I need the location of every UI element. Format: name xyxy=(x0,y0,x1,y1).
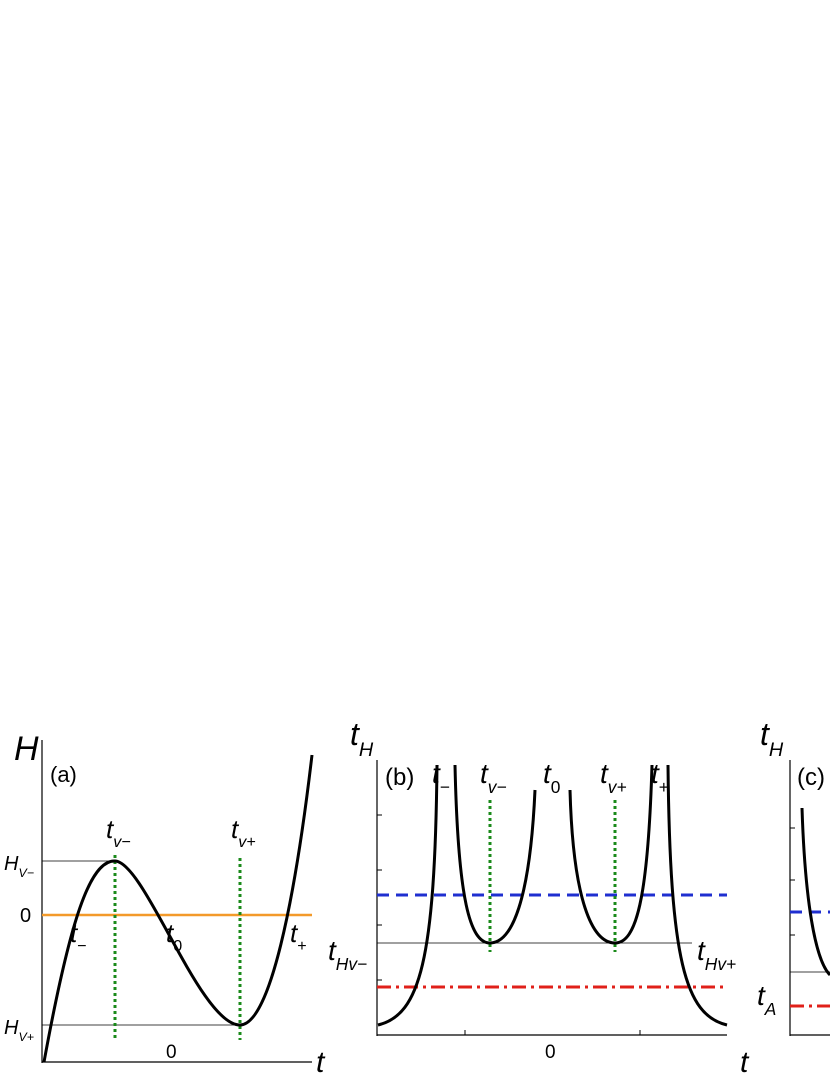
label-sub: H xyxy=(769,739,784,761)
label-sub: V− xyxy=(18,866,34,880)
label-base: t xyxy=(231,814,240,844)
y-axis-label: tH xyxy=(350,716,374,761)
label-base: t xyxy=(350,716,360,752)
label-base: t xyxy=(697,935,706,966)
point-label: tHv− xyxy=(328,935,367,974)
label-base: t xyxy=(651,758,660,789)
label-base: t xyxy=(328,935,337,966)
y-axis-label: H xyxy=(14,730,39,768)
label-sub: v+ xyxy=(238,833,255,851)
label-base: t xyxy=(290,918,299,948)
label-base: t xyxy=(757,980,766,1011)
label-sub: v+ xyxy=(608,777,627,797)
point-label: tHv+ xyxy=(697,935,736,974)
x-tick-label: 0 xyxy=(166,1042,177,1063)
point-label: t− xyxy=(432,758,450,797)
label-sub: 0 xyxy=(551,777,561,797)
label-base: t xyxy=(70,918,79,948)
label-sub: H xyxy=(359,739,374,761)
label-sub: v− xyxy=(113,833,130,851)
x-tick-label: 0 xyxy=(545,1042,556,1063)
label-base: t xyxy=(543,758,552,789)
panel-tag: (c) xyxy=(797,764,825,791)
label-sub: + xyxy=(297,937,306,955)
label-sub: − xyxy=(77,937,86,955)
point-label: t+ xyxy=(290,918,307,955)
point-label: tv+ xyxy=(231,814,256,851)
curve xyxy=(568,764,654,945)
point-label: 0 xyxy=(20,905,31,927)
point-label: HV+ xyxy=(4,1017,34,1044)
label-sub: v− xyxy=(488,777,507,797)
label-base: t xyxy=(106,814,115,844)
label-base: t xyxy=(600,758,609,789)
point-label: t+ xyxy=(651,758,669,797)
x-axis-label: t xyxy=(740,1046,750,1075)
label-base: t xyxy=(432,758,441,789)
label-base: H xyxy=(4,853,19,875)
panel-tag: (b) xyxy=(385,764,414,791)
panel-b xyxy=(376,760,728,1036)
label-base: t xyxy=(740,1046,750,1075)
curve xyxy=(453,764,537,945)
panel-tag: (a) xyxy=(50,762,77,787)
panel-a xyxy=(41,740,314,1063)
label-base: H xyxy=(14,730,39,768)
point-label: t0 xyxy=(166,918,182,955)
label-base: t xyxy=(760,716,770,752)
label-sub: A xyxy=(764,999,777,1019)
label-sub: 0 xyxy=(173,937,182,955)
point-label: t− xyxy=(70,918,87,955)
curve xyxy=(666,764,728,1027)
y-axis-label: tH xyxy=(760,716,784,761)
point-label: tA xyxy=(757,980,776,1019)
label-sub: Hv− xyxy=(336,954,367,974)
label-sub: − xyxy=(440,777,450,797)
label-sub: + xyxy=(659,777,669,797)
point-label: tv− xyxy=(480,758,507,797)
label-base: 0 xyxy=(20,905,31,927)
x-axis-label: t xyxy=(316,1046,326,1075)
label-base: t xyxy=(316,1046,326,1075)
label-sub: V+ xyxy=(18,1030,34,1044)
label-base: H xyxy=(4,1017,19,1039)
curve xyxy=(800,807,830,977)
label-base: t xyxy=(166,918,175,948)
curve xyxy=(42,754,314,1063)
point-label: tv− xyxy=(106,814,131,851)
label-base: t xyxy=(480,758,489,789)
curve xyxy=(377,764,439,1027)
point-label: HV− xyxy=(4,853,34,880)
point-label: tv+ xyxy=(600,758,627,797)
label-sub: Hv+ xyxy=(705,954,736,974)
panel-c xyxy=(789,760,830,1036)
point-label: t0 xyxy=(543,758,560,797)
